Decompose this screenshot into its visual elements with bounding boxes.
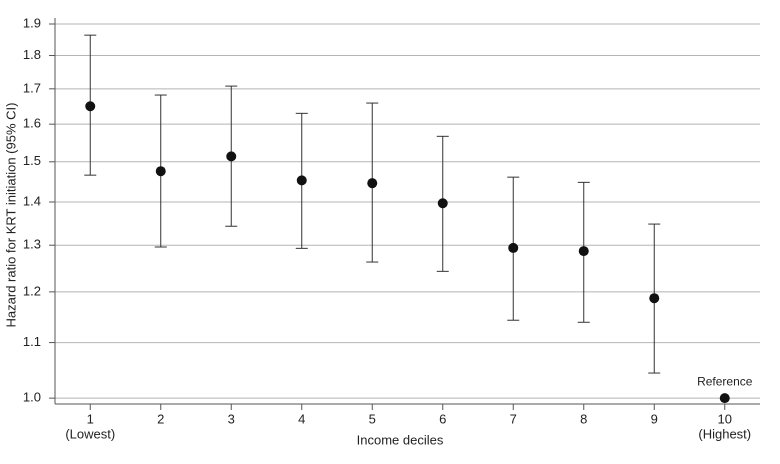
y-tick-label: 1.5 [23, 153, 41, 168]
y-tick-label: 1.0 [23, 390, 41, 405]
x-tick-sublabel: (Highest) [698, 426, 751, 441]
y-tick-label: 1.1 [23, 334, 41, 349]
x-tick-label: 2 [157, 411, 164, 426]
y-tick-label: 1.3 [23, 237, 41, 252]
point [578, 246, 589, 257]
x-axis-title: Income deciles [357, 432, 444, 447]
y-tick-label: 1.7 [23, 80, 41, 95]
x-tick-label: 9 [651, 411, 658, 426]
x-tick-label: 7 [510, 411, 517, 426]
x-tick-label: 8 [580, 411, 587, 426]
y-tick-label: 1.6 [23, 116, 41, 131]
x-tick-label: 4 [298, 411, 305, 426]
point [155, 166, 166, 177]
point [437, 198, 448, 209]
y-tick-label: 1.8 [23, 47, 41, 62]
point [367, 178, 378, 189]
point [85, 101, 96, 112]
point [508, 242, 519, 253]
y-axis-title: Hazard ratio for KRT initiation (95% CI) [3, 103, 18, 328]
x-tick-label: 1 [87, 411, 94, 426]
point [649, 293, 660, 304]
point [296, 175, 307, 186]
annotation: Reference [697, 374, 753, 388]
x-tick-label: 6 [439, 411, 446, 426]
y-tick-label: 1.4 [23, 193, 41, 208]
x-tick-label: 5 [369, 411, 376, 426]
point [719, 393, 730, 404]
x-tick-label: 10 [718, 411, 732, 426]
x-tick-sublabel: (Lowest) [65, 426, 115, 441]
y-tick-label: 1.2 [23, 283, 41, 298]
y-tick-label: 1.9 [23, 15, 41, 30]
point [226, 151, 237, 162]
x-tick-label: 3 [228, 411, 235, 426]
